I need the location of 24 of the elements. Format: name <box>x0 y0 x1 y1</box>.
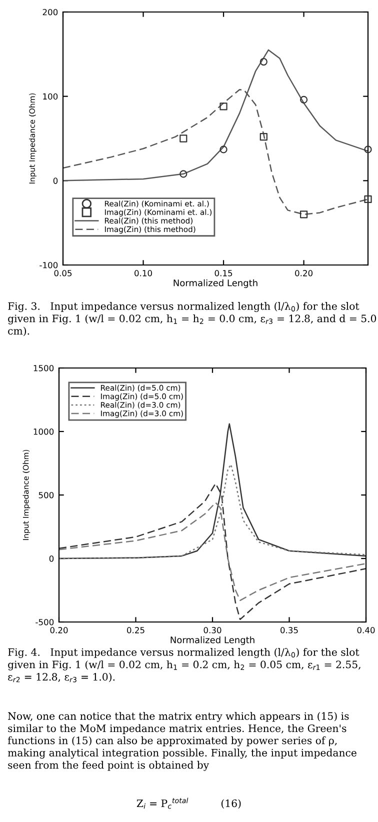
x-tick-label: 0.20 <box>295 270 313 276</box>
x-tick-label: 0.15 <box>214 270 232 276</box>
y-tick-label: 1000 <box>34 428 54 435</box>
x-tick-label: 0.40 <box>357 627 375 634</box>
y-tick-label: 0 <box>53 178 58 184</box>
x-tick-label: 0.05 <box>54 270 72 276</box>
x-tick-label: 0.35 <box>280 627 298 634</box>
text: Fig. 3. Input impedance versus normalized length (l/λ$_{0}$) for the slot given in Fig. 1 (w/l = 0.02 cm, h$_{1}$ = h$_{2}$ = 0.0 cm, ε$_{r3}$ = 12.8, and d = 5.0 cm). <box>8 302 376 336</box>
x-axis-title: Normalized Length <box>170 636 254 646</box>
y-tick-label: 100 <box>43 93 58 100</box>
y-tick-label: -100 <box>40 262 58 268</box>
text: Z$_{i}$ = P$_{c}$$^{total}$ (16) <box>136 798 241 809</box>
x-axis-title: Normalized Length <box>174 279 258 288</box>
x-tick-label: 0.30 <box>204 627 222 634</box>
x-tick-label: 0.20 <box>50 627 68 634</box>
y-tick-label: -500 <box>36 618 54 626</box>
y-tick-label: 500 <box>38 492 54 498</box>
text: Fig. 4. Input impedance versus normalized length (l/λ$_{0}$) for the slot given in Fig. 1 (w/l = 0.02 cm, h$_{1}$ = 0.2 cm, h$_{2}$ = 0.05 cm, ε$_{r1}$ = 2.55, ε$_{r2}$ = 12.8, ε$_{r3}$ = 1.0). <box>8 648 360 682</box>
text: Now, one can notice that the matrix entry which appears in (15) is similar to the MoM impedance matrix entries. Hence, the Green's functions in (15) can also be approximated by power series of ρ, making analytical integration possible. Finally, the input impedance seen from the feed point is obtained by <box>8 712 356 771</box>
x-tick-label: 0.25 <box>127 627 144 634</box>
x-tick-label: 0.10 <box>134 270 152 276</box>
y-tick-label: 200 <box>42 8 58 16</box>
y-tick-label: 0 <box>49 555 54 562</box>
y-tick-label: 1500 <box>34 364 54 372</box>
